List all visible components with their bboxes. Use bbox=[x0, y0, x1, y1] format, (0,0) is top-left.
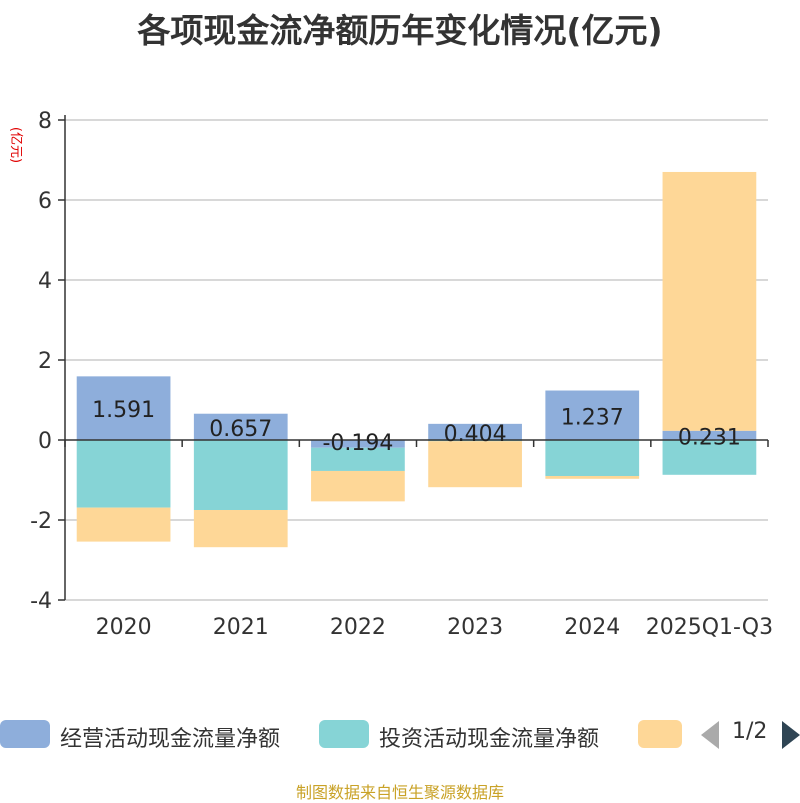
legend-label-operating: 经营活动现金流量净额 bbox=[60, 727, 281, 752]
bar-series0-5[interactable] bbox=[662, 430, 757, 440]
legend-label-investing: 投资活动现金流量净额 bbox=[379, 727, 600, 752]
cash-flow-chart: -4 -2 0 2 4 6 8 2020 2021 2022 2023 2024 2025Q1-Q3 1… bbox=[8, 109, 773, 640]
bar-series1-0[interactable] bbox=[76, 440, 171, 508]
data-label: 0.231 bbox=[678, 425, 741, 450]
legend-prev-arrow-icon[interactable] bbox=[701, 721, 719, 749]
data-label: -0.194 bbox=[322, 431, 393, 456]
y-tick-label: -2 bbox=[30, 509, 52, 534]
bar-series2-2[interactable] bbox=[311, 470, 405, 502]
bar-series1-1[interactable] bbox=[193, 440, 288, 510]
data-label: 0.404 bbox=[444, 422, 507, 447]
legend-swatch-operating bbox=[0, 720, 50, 748]
bar-series0-4[interactable] bbox=[545, 390, 640, 440]
chart-title: 各项现金流净额历年变化情况(亿元) bbox=[137, 11, 663, 50]
bar-series2-1[interactable] bbox=[193, 510, 288, 548]
x-tick-label: 2025Q1-Q3 bbox=[646, 615, 773, 640]
y-tick-label: 2 bbox=[38, 349, 52, 374]
y-tick-label: -4 bbox=[30, 589, 52, 614]
bar-series0-0[interactable] bbox=[76, 376, 171, 440]
bar-series2-3[interactable] bbox=[428, 441, 522, 488]
bar-series2-0[interactable] bbox=[76, 507, 171, 542]
y-tick-label: 4 bbox=[38, 269, 52, 294]
data-labels: 1.591 0.657 -0.194 0.404 1.237 0.231 bbox=[92, 398, 741, 456]
x-tick-label: 2021 bbox=[213, 615, 269, 640]
bar-series2-5[interactable] bbox=[662, 171, 757, 431]
x-tick-label: 2020 bbox=[96, 615, 152, 640]
data-label: 0.657 bbox=[209, 417, 272, 442]
x-tick-label: 2023 bbox=[447, 615, 503, 640]
bar-series1-4[interactable] bbox=[545, 440, 640, 476]
data-label: 1.237 bbox=[561, 405, 624, 430]
axes: -4 -2 0 2 4 6 8 2020 2021 2022 2023 2024 2025Q1-Q3 bbox=[30, 109, 773, 640]
y-axis-title: (亿元) bbox=[8, 127, 23, 163]
bar-group bbox=[76, 171, 757, 548]
legend: 经营活动现金流量净额 投资活动现金流量净额 1/2 bbox=[0, 714, 800, 754]
y-tick-label: 0 bbox=[38, 429, 52, 454]
bar-series2-4[interactable] bbox=[545, 476, 640, 479]
legend-swatch-third-series bbox=[638, 720, 682, 748]
bar-series0-2[interactable] bbox=[311, 440, 405, 448]
bar-series0-3[interactable] bbox=[428, 423, 522, 440]
legend-swatch-investing bbox=[319, 720, 369, 748]
data-label: 1.591 bbox=[92, 398, 155, 423]
legend-next-arrow-icon[interactable] bbox=[782, 721, 800, 749]
bar-series1-2[interactable] bbox=[311, 447, 405, 471]
bar-series0-1[interactable] bbox=[193, 413, 288, 440]
y-tick-label: 8 bbox=[38, 109, 52, 134]
source-note: 制图数据来自恒生聚源数据库 bbox=[295, 783, 504, 802]
bar-series1-5[interactable] bbox=[662, 440, 757, 475]
grid-lines bbox=[65, 119, 768, 601]
y-tick-label: 6 bbox=[38, 189, 52, 214]
x-tick-label: 2022 bbox=[330, 615, 386, 640]
legend-page-indicator: 1/2 bbox=[732, 719, 768, 744]
x-tick-label: 2024 bbox=[564, 615, 620, 640]
